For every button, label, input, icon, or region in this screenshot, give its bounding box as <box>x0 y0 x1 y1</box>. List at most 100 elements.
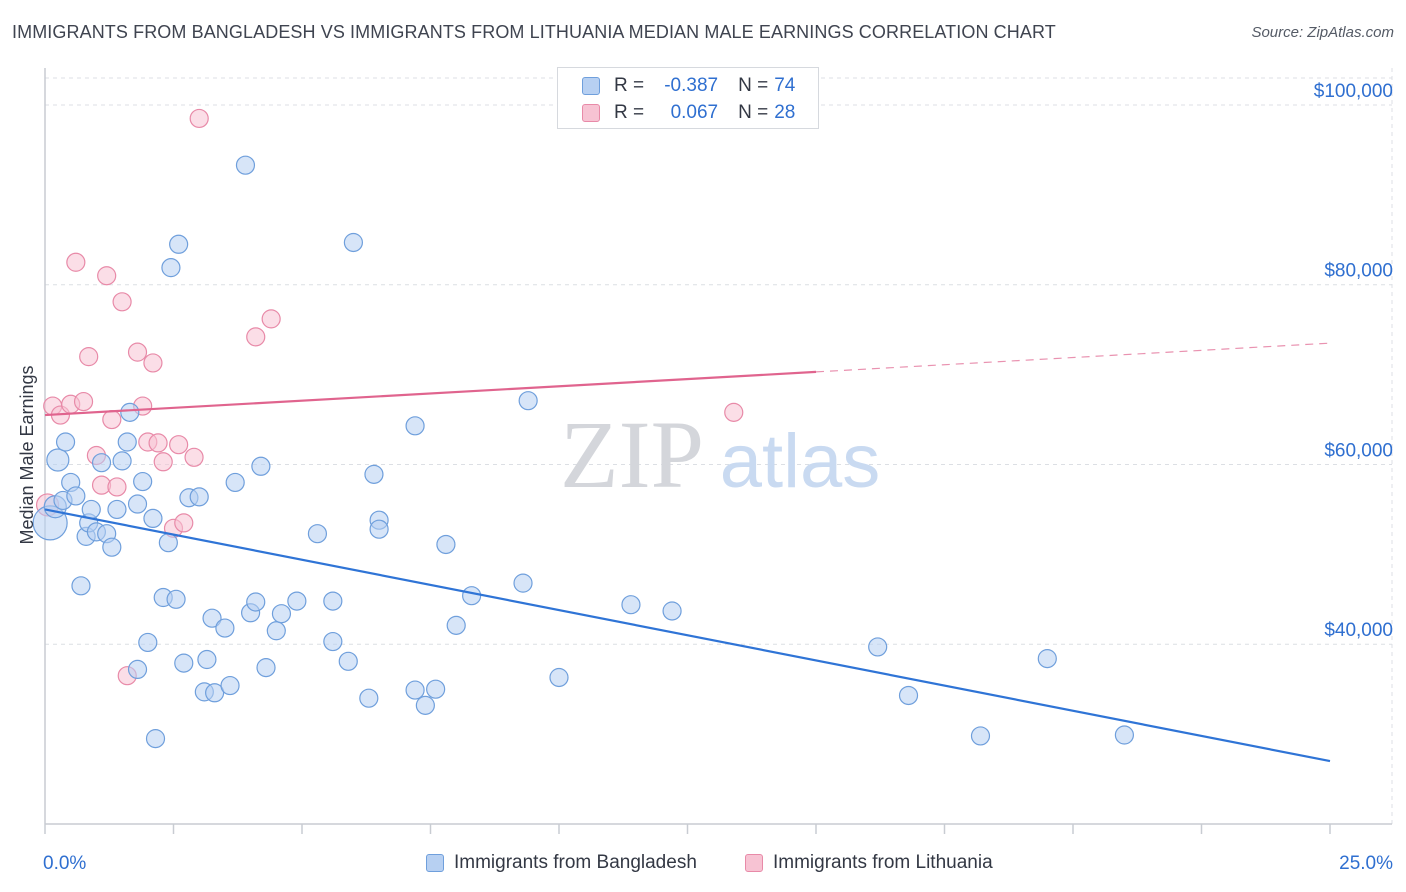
bangladesh-point <box>127 659 148 680</box>
bangladesh-point <box>251 456 271 476</box>
bangladesh-point <box>91 453 112 473</box>
bangladesh-point <box>426 679 446 699</box>
bangladesh-point <box>102 537 122 557</box>
bangladesh-point <box>133 471 153 492</box>
chart-title: IMMIGRANTS FROM BANGLADESH VS IMMIGRANTS… <box>12 22 1056 42</box>
bangladesh-point <box>338 651 358 671</box>
x-tick-label: 0.0% <box>43 853 86 874</box>
bangladesh-point <box>462 586 482 606</box>
lithuania-point <box>724 402 744 422</box>
axes <box>44 68 1392 834</box>
lithuania-swatch <box>745 854 763 872</box>
bangladesh-point <box>174 653 194 673</box>
r-label: R = <box>614 75 645 96</box>
bangladesh-point <box>189 487 209 507</box>
bangladesh-point <box>621 595 641 615</box>
bangladesh-point <box>898 685 919 706</box>
bangladesh-point <box>405 680 425 700</box>
lithuania-point <box>189 108 209 129</box>
n-label: N = <box>738 75 769 96</box>
lithuania-point <box>79 347 99 367</box>
legend-label-lithuania: Immigrants from Lithuania <box>773 852 993 873</box>
lithuania-point <box>107 477 127 497</box>
y-tick-label: $80,000 <box>1324 261 1393 282</box>
n-value: 74 <box>774 75 796 96</box>
lithuania-point <box>127 342 148 362</box>
lithuania-point <box>184 447 204 467</box>
legend-row-bangladesh: R = -0.387 N = 74 <box>582 74 795 98</box>
n-value: 28 <box>774 102 796 123</box>
bangladesh-point <box>868 637 888 657</box>
bangladesh-point <box>1037 649 1057 669</box>
bangladesh-swatch <box>582 77 600 95</box>
lithuania-point <box>246 327 266 347</box>
legend-row-lithuania: R = 0.067 N = 28 <box>582 101 795 125</box>
bangladesh-point <box>112 451 132 471</box>
y-tick-label: $100,000 <box>1314 81 1393 102</box>
lithuania-point <box>66 252 86 272</box>
r-value: -0.387 <box>664 75 719 96</box>
bangladesh-point <box>220 675 240 696</box>
bangladesh-point <box>266 621 286 641</box>
watermark-zip: ZIP <box>560 401 704 508</box>
bangladesh-point <box>46 448 70 472</box>
bangladesh-point <box>323 591 343 611</box>
lithuania-point <box>143 353 163 373</box>
bangladesh-point <box>225 472 245 493</box>
bangladesh-point <box>323 631 343 652</box>
correlation-legend: R = -0.387 N = 74 R = 0.067 N = 28 <box>557 67 819 129</box>
bangladesh-swatch <box>426 854 444 872</box>
grid-lines <box>45 68 1393 824</box>
bangladesh-point <box>71 576 91 596</box>
bangladesh-point <box>166 589 186 609</box>
bangladesh-point <box>518 391 538 411</box>
bangladesh-point <box>307 524 328 544</box>
axis-labels: $40,000 $60,000 $80,000 $100,000 0.0% 25.0% Me… <box>17 81 1393 874</box>
y-axis-title: Median Male Earnings <box>17 365 37 544</box>
bangladesh-point <box>271 604 292 624</box>
bangladesh-point <box>369 519 389 539</box>
legend-label-bangladesh: Immigrants from Bangladesh <box>454 852 697 873</box>
trend-lines <box>44 342 1331 763</box>
y-tick-label: $40,000 <box>1324 620 1393 641</box>
bangladesh-point <box>235 155 256 175</box>
lithuania-point <box>97 266 117 286</box>
lithuania-point <box>73 391 94 412</box>
bangladesh-point <box>256 658 276 678</box>
series-bangladesh-points <box>32 155 1135 749</box>
bangladesh-point <box>81 499 101 520</box>
lithuania-trend-extension <box>815 342 1331 373</box>
bangladesh-point <box>415 695 435 715</box>
lithuania-point <box>102 409 122 430</box>
bangladesh-point <box>202 608 222 628</box>
bangladesh-point <box>364 464 384 484</box>
bangladesh-point <box>970 726 991 746</box>
bangladesh-point <box>120 402 140 422</box>
bangladesh-point <box>66 486 86 506</box>
bangladesh-point <box>662 601 682 621</box>
bangladesh-point <box>197 649 217 670</box>
bangladesh-point <box>1114 725 1135 745</box>
bangladesh-point <box>446 615 466 635</box>
bangladesh-point <box>145 729 166 749</box>
lithuania-point <box>174 513 194 533</box>
bangladesh-point <box>513 573 533 593</box>
lithuania-point <box>148 433 168 453</box>
bangladesh-point <box>549 667 569 688</box>
bangladesh-point <box>343 232 363 253</box>
bangladesh-point <box>107 499 127 520</box>
lithuania-point <box>169 435 189 455</box>
bangladesh-point <box>138 632 158 653</box>
r-value: 0.067 <box>670 102 719 123</box>
legend-item-lithuania[interactable]: Immigrants from Lithuania <box>745 852 993 874</box>
bangladesh-trend-line <box>44 508 1331 763</box>
bangladesh-point <box>55 432 76 452</box>
bangladesh-point <box>127 494 148 514</box>
source-label: Source: ZipAtlas.com <box>1251 24 1394 41</box>
legend-item-bangladesh[interactable]: Immigrants from Bangladesh <box>426 852 697 874</box>
series-legend: Immigrants from Bangladesh Immigrants fr… <box>0 852 1406 878</box>
bangladesh-point <box>436 534 456 555</box>
lithuania-trend-line <box>44 370 817 417</box>
bangladesh-point <box>117 432 137 452</box>
